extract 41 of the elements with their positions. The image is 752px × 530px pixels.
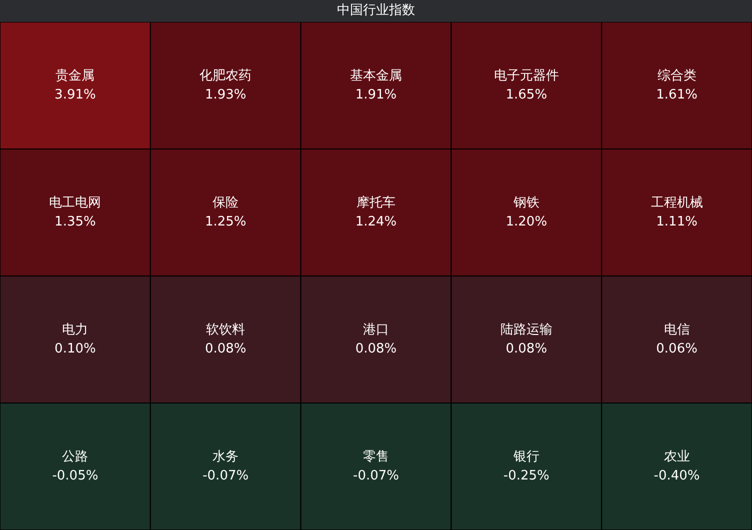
data-label: -0.40% [654, 468, 700, 484]
category-label: 电工电网 [49, 196, 102, 210]
category-label: 水务 [212, 450, 239, 464]
data-label: 3.91% [54, 88, 96, 102]
category-label: 保险 [212, 196, 239, 210]
data-label: 1.24% [355, 214, 397, 230]
category-label: 电子元器件 [494, 68, 559, 84]
category-label: 基本金属 [350, 68, 402, 84]
data-label: 1.11% [656, 214, 698, 230]
category-label: 软饮料 [206, 322, 246, 338]
category-label: 银行 [512, 450, 540, 464]
data-label: -0.07% [353, 468, 399, 484]
data-label: 1.91% [355, 88, 397, 102]
data-label: 0.08% [506, 342, 548, 356]
category-label: 公路 [62, 450, 88, 464]
category-label: 港口 [363, 322, 389, 338]
data-label: -0.25% [503, 468, 550, 484]
data-label: 0.10% [54, 342, 96, 356]
category-label: 钢铁 [512, 196, 540, 210]
data-label: 0.08% [204, 342, 246, 356]
text: 中国行业指数 [0, 0, 752, 22]
category-label: 电信 [664, 322, 690, 338]
category-label: 综合类 [657, 68, 696, 84]
category-label: 零售 [363, 450, 389, 464]
category-label: 化肥农药 [200, 68, 252, 84]
data-label: 0.06% [656, 342, 698, 356]
data-label: 1.93% [204, 88, 246, 102]
data-label: -0.05% [52, 468, 98, 484]
data-label: 1.65% [506, 88, 548, 102]
category-label: 工程机械 [650, 196, 703, 210]
category-label: 贵金属 [56, 68, 95, 84]
data-label: -0.07% [202, 468, 249, 484]
category-label: 摩托车 [356, 196, 396, 210]
category-label: 陆路运输 [500, 322, 552, 338]
category-label: 电力 [62, 322, 88, 338]
data-label: 0.08% [355, 342, 397, 356]
data-label: 1.20% [506, 214, 548, 230]
category-label: 农业 [664, 450, 690, 464]
data-label: 1.61% [656, 88, 698, 102]
data-label: 1.25% [204, 214, 246, 230]
data-label: 1.35% [54, 214, 96, 230]
